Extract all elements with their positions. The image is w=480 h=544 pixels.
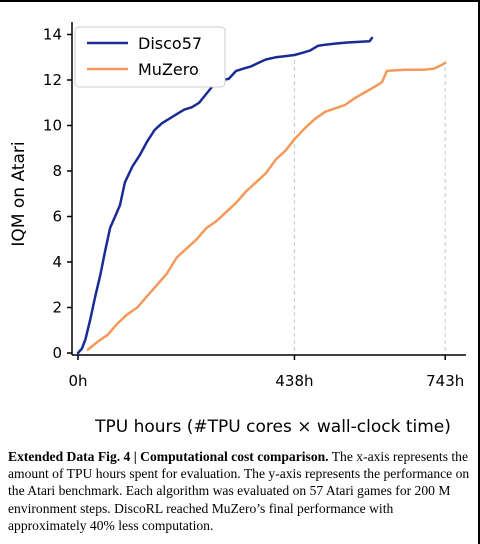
series-line-muzero (86, 61, 447, 351)
legend-label-muzero: MuZero (138, 60, 199, 79)
series-line-disco57 (76, 36, 374, 355)
gridlines (293, 60, 446, 355)
y-tick-label: 10 (43, 117, 62, 135)
y-tick-label: 2 (52, 299, 62, 317)
series-lines (76, 36, 447, 355)
y-tick-label: 6 (52, 208, 62, 226)
caption-title: Computational cost comparison. (140, 449, 329, 464)
legend: Disco57 MuZero (74, 26, 226, 88)
y-tick-label: 4 (52, 253, 62, 271)
y-tick-label: 14 (43, 26, 62, 44)
y-tick-label: 12 (43, 71, 62, 89)
caption-label: Extended Data Fig. 4 | (8, 449, 137, 464)
chart: 0 2 4 6 8 10 12 14 0h 438h 743h IQM on Atari TPU h… (9, 22, 466, 437)
x-tick-label: 0h (68, 372, 87, 390)
right-border (478, 0, 480, 544)
caption-body: The x-axis represents the amount of TPU … (8, 449, 470, 533)
legend-label-disco57: Disco57 (138, 34, 202, 53)
axes: 0 2 4 6 8 10 12 14 0h 438h 743h (43, 22, 466, 390)
x-axis-title: TPU hours (#TPU cores × wall-clock time) (94, 417, 451, 437)
x-tick-label: 743h (426, 372, 464, 390)
top-rule (0, 0, 480, 2)
y-tick-label: 0 (52, 344, 62, 362)
y-tick-label: 8 (52, 162, 62, 180)
y-axis-title: IQM on Atari (9, 141, 29, 246)
x-tick-label: 438h (275, 372, 313, 390)
figure-caption: Extended Data Fig. 4 | Computational cos… (8, 448, 470, 534)
